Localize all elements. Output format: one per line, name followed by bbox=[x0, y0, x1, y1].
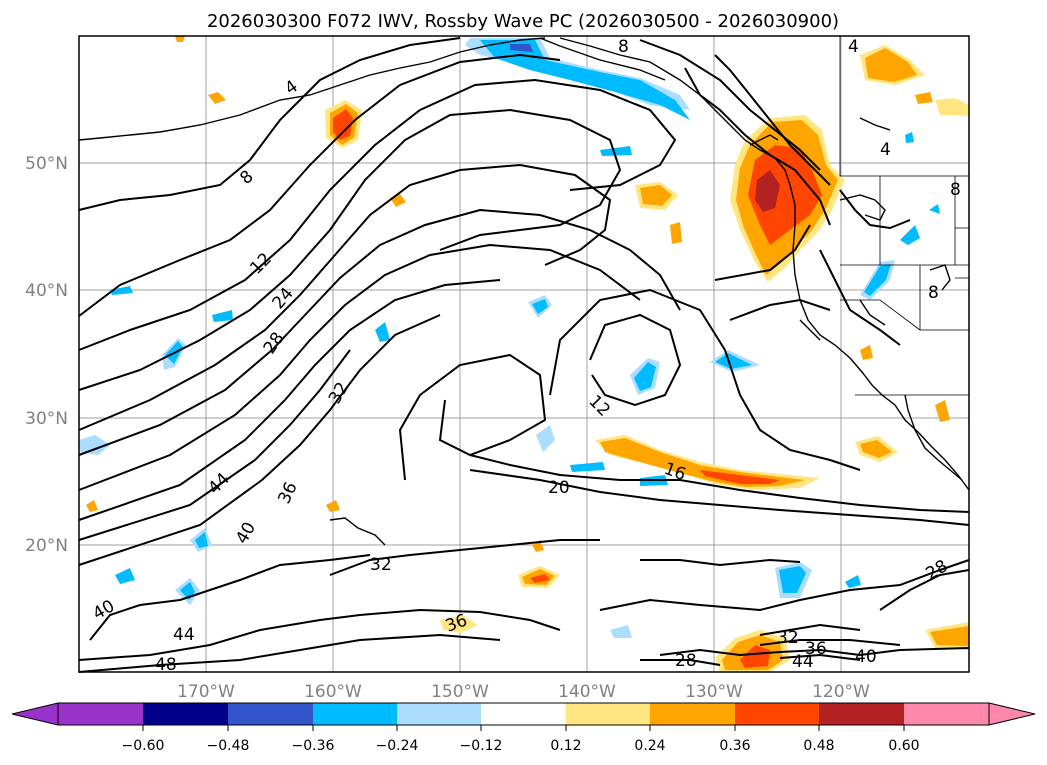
contour-label: 32 bbox=[370, 555, 392, 575]
contour-label: 8 bbox=[928, 283, 939, 303]
negative-anomaly-shading bbox=[79, 38, 940, 638]
colorbar-tick-label: 0.48 bbox=[803, 738, 834, 754]
colorbar-swatch bbox=[397, 703, 481, 725]
colorbar-tick-label: 0.36 bbox=[719, 738, 750, 754]
map-frame bbox=[78, 35, 970, 673]
lat-label-20n: 20°N bbox=[25, 536, 68, 556]
contour-label: 44 bbox=[173, 625, 195, 645]
contour-label: 4 bbox=[880, 140, 891, 160]
latitude-labels: 50°N 40°N 30°N 20°N bbox=[25, 154, 68, 556]
colorbar-swatch bbox=[481, 703, 566, 725]
colorbar-swatch bbox=[313, 703, 397, 725]
map-gridlines bbox=[79, 36, 969, 672]
lat-label-40n: 40°N bbox=[25, 281, 68, 301]
contour-label: 40 bbox=[855, 647, 877, 667]
colorbar-tick-label: −0.60 bbox=[122, 738, 165, 754]
borders bbox=[839, 36, 970, 396]
colorbar-tick-label: 0.24 bbox=[634, 738, 665, 754]
colorbar-swatch bbox=[819, 703, 904, 725]
colorbar: −0.60 −0.48 −0.36 −0.24 −0.12 0.12 0.24 … bbox=[11, 702, 1036, 754]
lon-label-130w: 130°W bbox=[685, 682, 743, 702]
lon-label-120w: 120°W bbox=[812, 682, 870, 702]
colorbar-swatch bbox=[143, 703, 228, 725]
colorbar-tick-label: −0.12 bbox=[460, 738, 503, 754]
contour-label: 36 bbox=[805, 639, 827, 659]
colorbar-tick-label: −0.24 bbox=[376, 738, 419, 754]
iwv-contours bbox=[78, 37, 970, 673]
colorbar-swatch bbox=[566, 703, 650, 725]
contour-label: 4 bbox=[848, 37, 859, 57]
lat-label-50n: 50°N bbox=[25, 154, 68, 174]
contour-label: 32 bbox=[777, 628, 799, 648]
colorbar-tick-label: −0.36 bbox=[292, 738, 335, 754]
contour-label: 44 bbox=[792, 652, 814, 672]
colorbar-extend-max bbox=[988, 702, 1036, 726]
lon-label-160w: 160°W bbox=[304, 682, 362, 702]
colorbar-swatch bbox=[735, 703, 819, 725]
contour-label: 28 bbox=[675, 651, 697, 671]
contour-label: 20 bbox=[548, 478, 570, 498]
map-panel: 4 8 12 24 28 32 44 36 40 40 44 48 32 36 … bbox=[78, 35, 970, 675]
figure-title: 2026030300 F072 IWV, Rossby Wave PC (202… bbox=[207, 11, 839, 32]
contour-label: 48 bbox=[155, 655, 177, 675]
contour-label: 8 bbox=[950, 180, 961, 200]
lon-label-170w: 170°W bbox=[177, 682, 235, 702]
colorbar-tick-label: −0.48 bbox=[207, 738, 250, 754]
lat-label-30n: 30°N bbox=[25, 409, 68, 429]
colorbar-ticks bbox=[142, 725, 905, 731]
colorbar-swatch bbox=[58, 703, 143, 725]
contour-label: 8 bbox=[618, 37, 629, 57]
colorbar-swatch bbox=[228, 703, 313, 725]
colorbar-swatch bbox=[904, 703, 989, 725]
lon-label-140w: 140°W bbox=[558, 682, 616, 702]
longitude-labels: 170°W 160°W 150°W 140°W 130°W 120°W bbox=[177, 682, 870, 702]
colorbar-tick-label: 0.12 bbox=[550, 738, 581, 754]
colorbar-swatch bbox=[650, 703, 735, 725]
colorbar-extend-min bbox=[11, 702, 59, 726]
lon-label-150w: 150°W bbox=[431, 682, 489, 702]
colorbar-tick-label: 0.60 bbox=[888, 738, 919, 754]
